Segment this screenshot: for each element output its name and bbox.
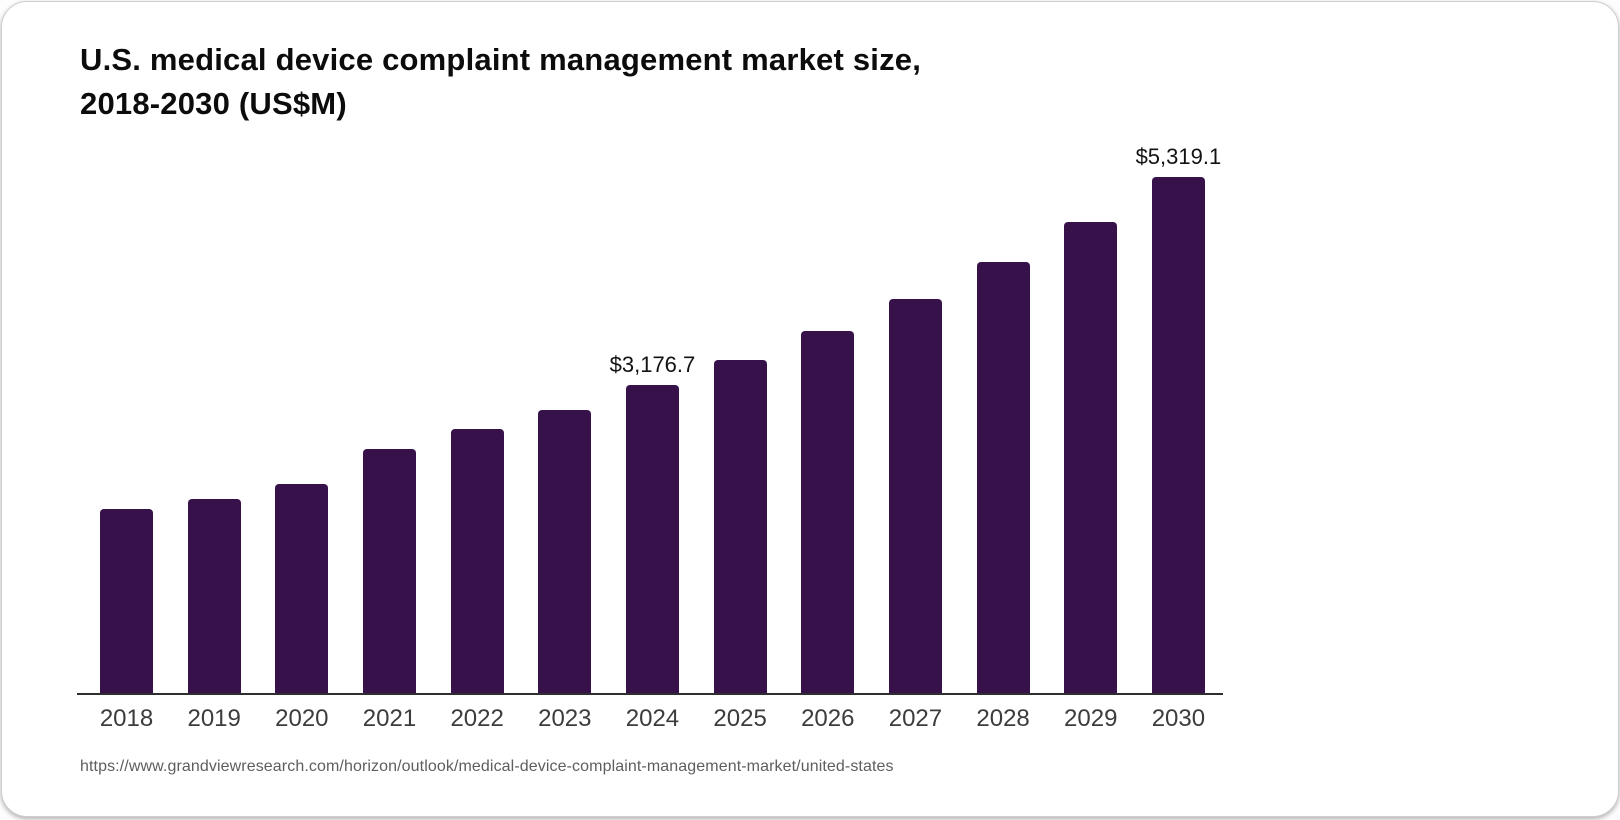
- x-axis-tick-labels: 2018 2019 2020 2021 2022 2023 2024 2025 2026 2027…: [100, 705, 1205, 733]
- bar-2026: [801, 331, 855, 694]
- bar-2024: [625, 385, 679, 694]
- x-tick-2030: 2030: [1151, 705, 1206, 732]
- bar-column-2027: [888, 299, 942, 694]
- chart-title-line2: 2018-2030 (US$M): [80, 86, 347, 121]
- bar-2030: [1151, 177, 1205, 694]
- bar-2018: [100, 509, 153, 694]
- x-tick-2019: 2019: [187, 705, 241, 732]
- bar-2021: [362, 449, 416, 694]
- x-tick-2024: 2024: [625, 705, 680, 732]
- bar-plot-area: $3,176.7 $5,319.1: [100, 132, 1221, 694]
- bar-column-2029: [1064, 222, 1118, 694]
- x-tick-2026: 2026: [801, 705, 855, 732]
- bar-column-2024: $3,176.7: [610, 352, 695, 694]
- x-tick-2027: 2027: [888, 705, 943, 732]
- x-tick-2020: 2020: [275, 705, 329, 732]
- bar-2027: [888, 299, 942, 694]
- bar-2023: [538, 410, 592, 694]
- x-tick-2029: 2029: [1064, 705, 1118, 732]
- bar-column-2025: [713, 360, 767, 694]
- chart-title-line1: U.S. medical device complaint management…: [80, 42, 922, 77]
- bar-column-2019: [187, 499, 241, 694]
- source-url: https://www.grandviewresearch.com/horizo…: [80, 758, 894, 775]
- bar-column-2026: [801, 331, 855, 694]
- x-axis-line: [77, 693, 1223, 695]
- x-tick-2023: 2023: [538, 705, 592, 732]
- bar-column-2020: [275, 484, 329, 694]
- bar-value-label-2024: $3,176.7: [609, 352, 696, 377]
- bar-value-label-2030: $5,319.1: [1135, 144, 1222, 169]
- x-tick-2018: 2018: [99, 705, 154, 732]
- bar-column-2021: [362, 449, 416, 694]
- bar-column-2018: [100, 509, 153, 694]
- bar-2025: [713, 360, 767, 694]
- bar-column-2022: [450, 429, 504, 694]
- x-tick-2028: 2028: [976, 705, 1030, 732]
- bar-2019: [187, 499, 241, 694]
- bar-2022: [450, 429, 504, 694]
- bar-2020: [275, 484, 329, 694]
- bar-2028: [976, 262, 1030, 694]
- bar-column-2030: $5,319.1: [1136, 144, 1221, 694]
- x-tick-2021: 2021: [362, 705, 417, 732]
- bar-column-2028: [976, 262, 1030, 694]
- x-tick-2025: 2025: [713, 705, 767, 732]
- chart-title: U.S. medical device complaint management…: [80, 38, 921, 126]
- bar-2029: [1064, 222, 1118, 694]
- x-tick-2022: 2022: [450, 705, 504, 732]
- bar-column-2023: [538, 410, 592, 694]
